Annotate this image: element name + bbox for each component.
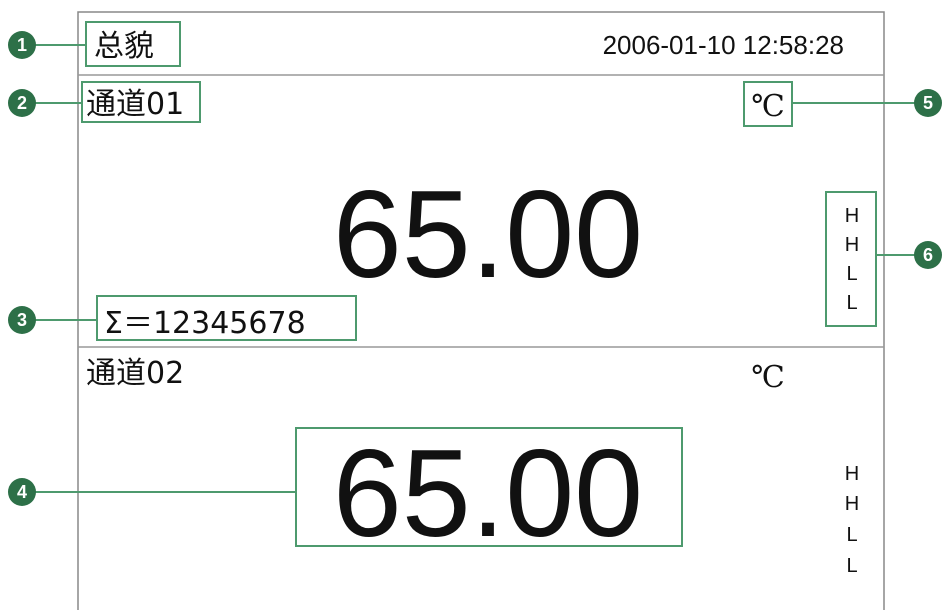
channel-unit: ℃	[751, 360, 785, 395]
callout-dot	[8, 306, 36, 334]
callout-number: 5	[923, 93, 933, 113]
alarm: L	[846, 263, 857, 285]
alarm: H	[845, 463, 859, 485]
callout-dot	[8, 478, 36, 506]
alarm: H	[845, 493, 859, 515]
callout-dot	[914, 241, 942, 269]
callout-number: 4	[17, 482, 27, 502]
channel-unit: ℃	[751, 89, 785, 124]
callout-dot	[8, 31, 36, 59]
channel-name: 通道02	[86, 356, 184, 391]
panel-border	[77, 11, 885, 610]
callout-number: 6	[923, 245, 933, 265]
channel-total: Σ＝12345678	[104, 306, 306, 341]
alarm: L	[846, 555, 857, 577]
callout-box	[295, 427, 683, 547]
callout-box	[96, 295, 357, 341]
callout-dot	[914, 89, 942, 117]
callout-number: 3	[17, 310, 27, 330]
callout-dot	[8, 89, 36, 117]
channel-value: 65.00	[333, 425, 643, 563]
display-panel: 总貌 2006-01-10 12:58:28 通道01 ℃ 65.00 Σ＝12…	[77, 11, 885, 610]
callout-box	[825, 191, 877, 327]
alarm: L	[846, 292, 857, 314]
header-title: 总貌	[94, 29, 154, 64]
channel-name: 通道01	[86, 87, 184, 122]
header-datetime: 2006-01-10 12:58:28	[603, 30, 844, 60]
alarm: H	[845, 234, 859, 256]
callout-number: 1	[17, 35, 27, 55]
channel-value: 65.00	[333, 166, 643, 304]
alarm: L	[846, 524, 857, 546]
callout-number: 2	[17, 93, 27, 113]
alarm: H	[845, 205, 859, 227]
callouts: 1 2 3 4 5 6	[8, 21, 942, 547]
